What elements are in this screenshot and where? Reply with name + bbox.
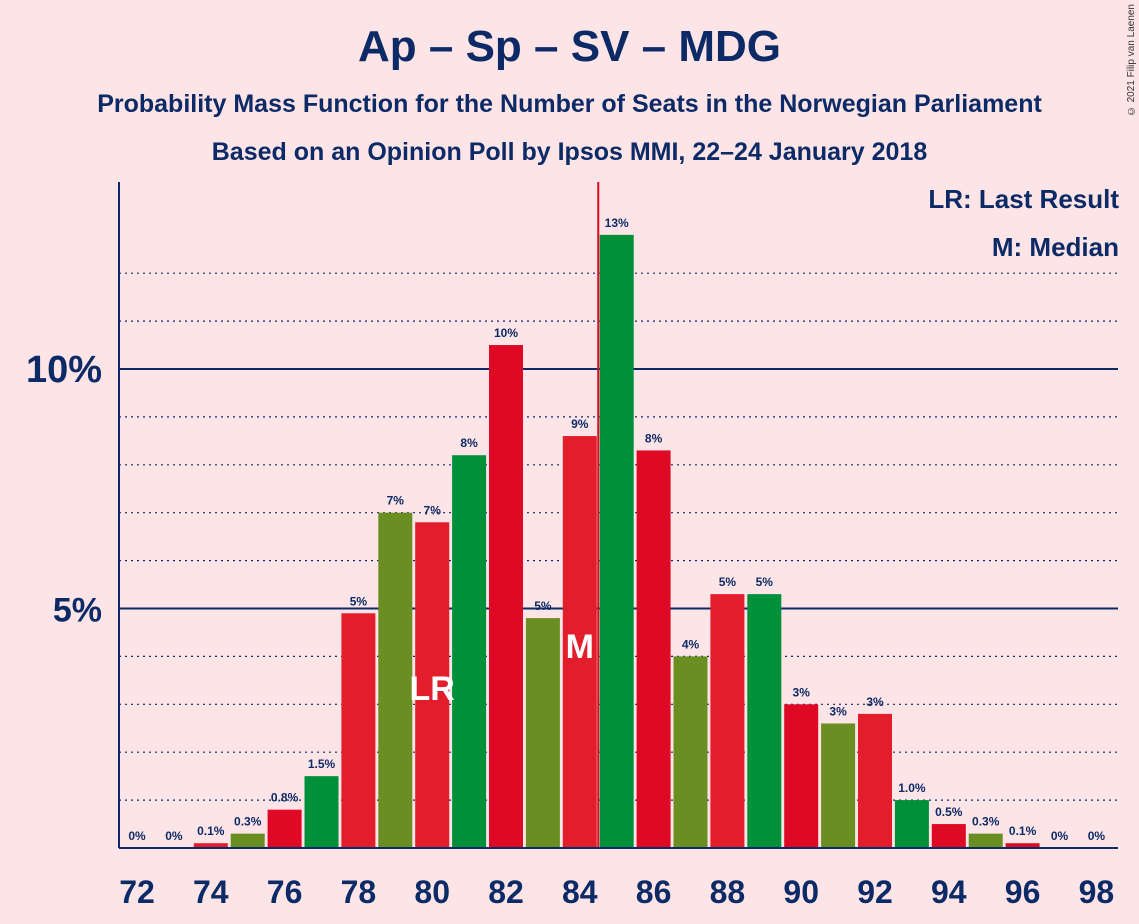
- bar: [267, 809, 302, 848]
- x-tick-label: 82: [488, 874, 524, 910]
- chart-title: Ap – Sp – SV – MDG: [358, 22, 781, 71]
- bar: [931, 824, 966, 848]
- y-tick-label: 5%: [53, 592, 102, 630]
- bar: [489, 345, 523, 848]
- x-tick-label: 86: [636, 874, 672, 910]
- data-label: 5%: [756, 575, 774, 589]
- bar: [562, 436, 597, 848]
- bar: [1005, 843, 1040, 848]
- legend-last-result: LR: Last Result: [928, 184, 1119, 214]
- data-label: 5%: [534, 599, 552, 613]
- data-label: 8%: [460, 436, 478, 450]
- bar: [784, 704, 819, 848]
- legend-median: M: Median: [991, 232, 1119, 262]
- data-label: 0.5%: [935, 805, 963, 819]
- bar: [821, 723, 856, 848]
- bar: [415, 522, 450, 848]
- data-label: 0%: [1051, 829, 1069, 843]
- y-tick-label: 10%: [26, 349, 102, 391]
- x-tick-label: 92: [857, 874, 893, 910]
- data-label: 7%: [387, 494, 405, 508]
- last-result-marker: LR: [410, 670, 455, 708]
- bar: [673, 656, 708, 848]
- x-tick-label: 78: [341, 874, 377, 910]
- data-label: 0.3%: [972, 815, 1000, 829]
- data-label: 7%: [424, 503, 442, 517]
- data-label: 3%: [829, 704, 847, 718]
- bar: [230, 833, 265, 848]
- median-marker: M: [566, 628, 594, 666]
- data-label: 8%: [645, 431, 663, 445]
- x-tick-label: 94: [931, 874, 967, 910]
- bar: [341, 613, 376, 848]
- data-label: 5%: [719, 575, 737, 589]
- data-label: 0.1%: [1009, 824, 1037, 838]
- x-tick-label: 88: [710, 874, 746, 910]
- data-label: 4%: [682, 637, 700, 651]
- bar: [710, 594, 745, 848]
- data-label: 0%: [128, 829, 146, 843]
- data-label: 10%: [494, 326, 518, 340]
- bar: [304, 776, 339, 848]
- bar: [599, 234, 634, 848]
- data-label: 0%: [165, 829, 183, 843]
- bar: [747, 594, 782, 848]
- bar: [378, 512, 413, 848]
- data-label: 3%: [866, 695, 884, 709]
- chart-source-line: Based on an Opinion Poll by Ipsos MMI, 2…: [211, 138, 928, 166]
- bar: [968, 833, 1003, 848]
- bar: [858, 713, 892, 848]
- x-tick-label: 90: [783, 874, 819, 910]
- bar: [193, 843, 228, 848]
- data-label: 1.0%: [898, 781, 926, 795]
- data-label: 0.1%: [197, 824, 225, 838]
- x-tick-label: 80: [414, 874, 450, 910]
- bar: [636, 450, 671, 848]
- x-tick-label: 96: [1005, 874, 1041, 910]
- x-tick-label: 84: [562, 874, 598, 910]
- x-tick-label: 72: [119, 874, 155, 910]
- x-tick-label: 74: [193, 874, 229, 910]
- data-label: 1.5%: [308, 757, 336, 771]
- bar: [525, 618, 560, 848]
- x-tick-label: 76: [267, 874, 303, 910]
- x-tick-label: 98: [1079, 874, 1115, 910]
- data-label: 0.8%: [271, 791, 299, 805]
- data-label: 0.3%: [234, 815, 262, 829]
- data-label: 5%: [350, 594, 368, 608]
- data-label: 3%: [793, 685, 811, 699]
- data-label: 13%: [605, 216, 629, 230]
- bar: [894, 800, 929, 848]
- data-label: 9%: [571, 417, 589, 431]
- chart-subtitle: Probability Mass Function for the Number…: [97, 90, 1042, 118]
- bar: [452, 455, 487, 848]
- data-label: 0%: [1088, 829, 1106, 843]
